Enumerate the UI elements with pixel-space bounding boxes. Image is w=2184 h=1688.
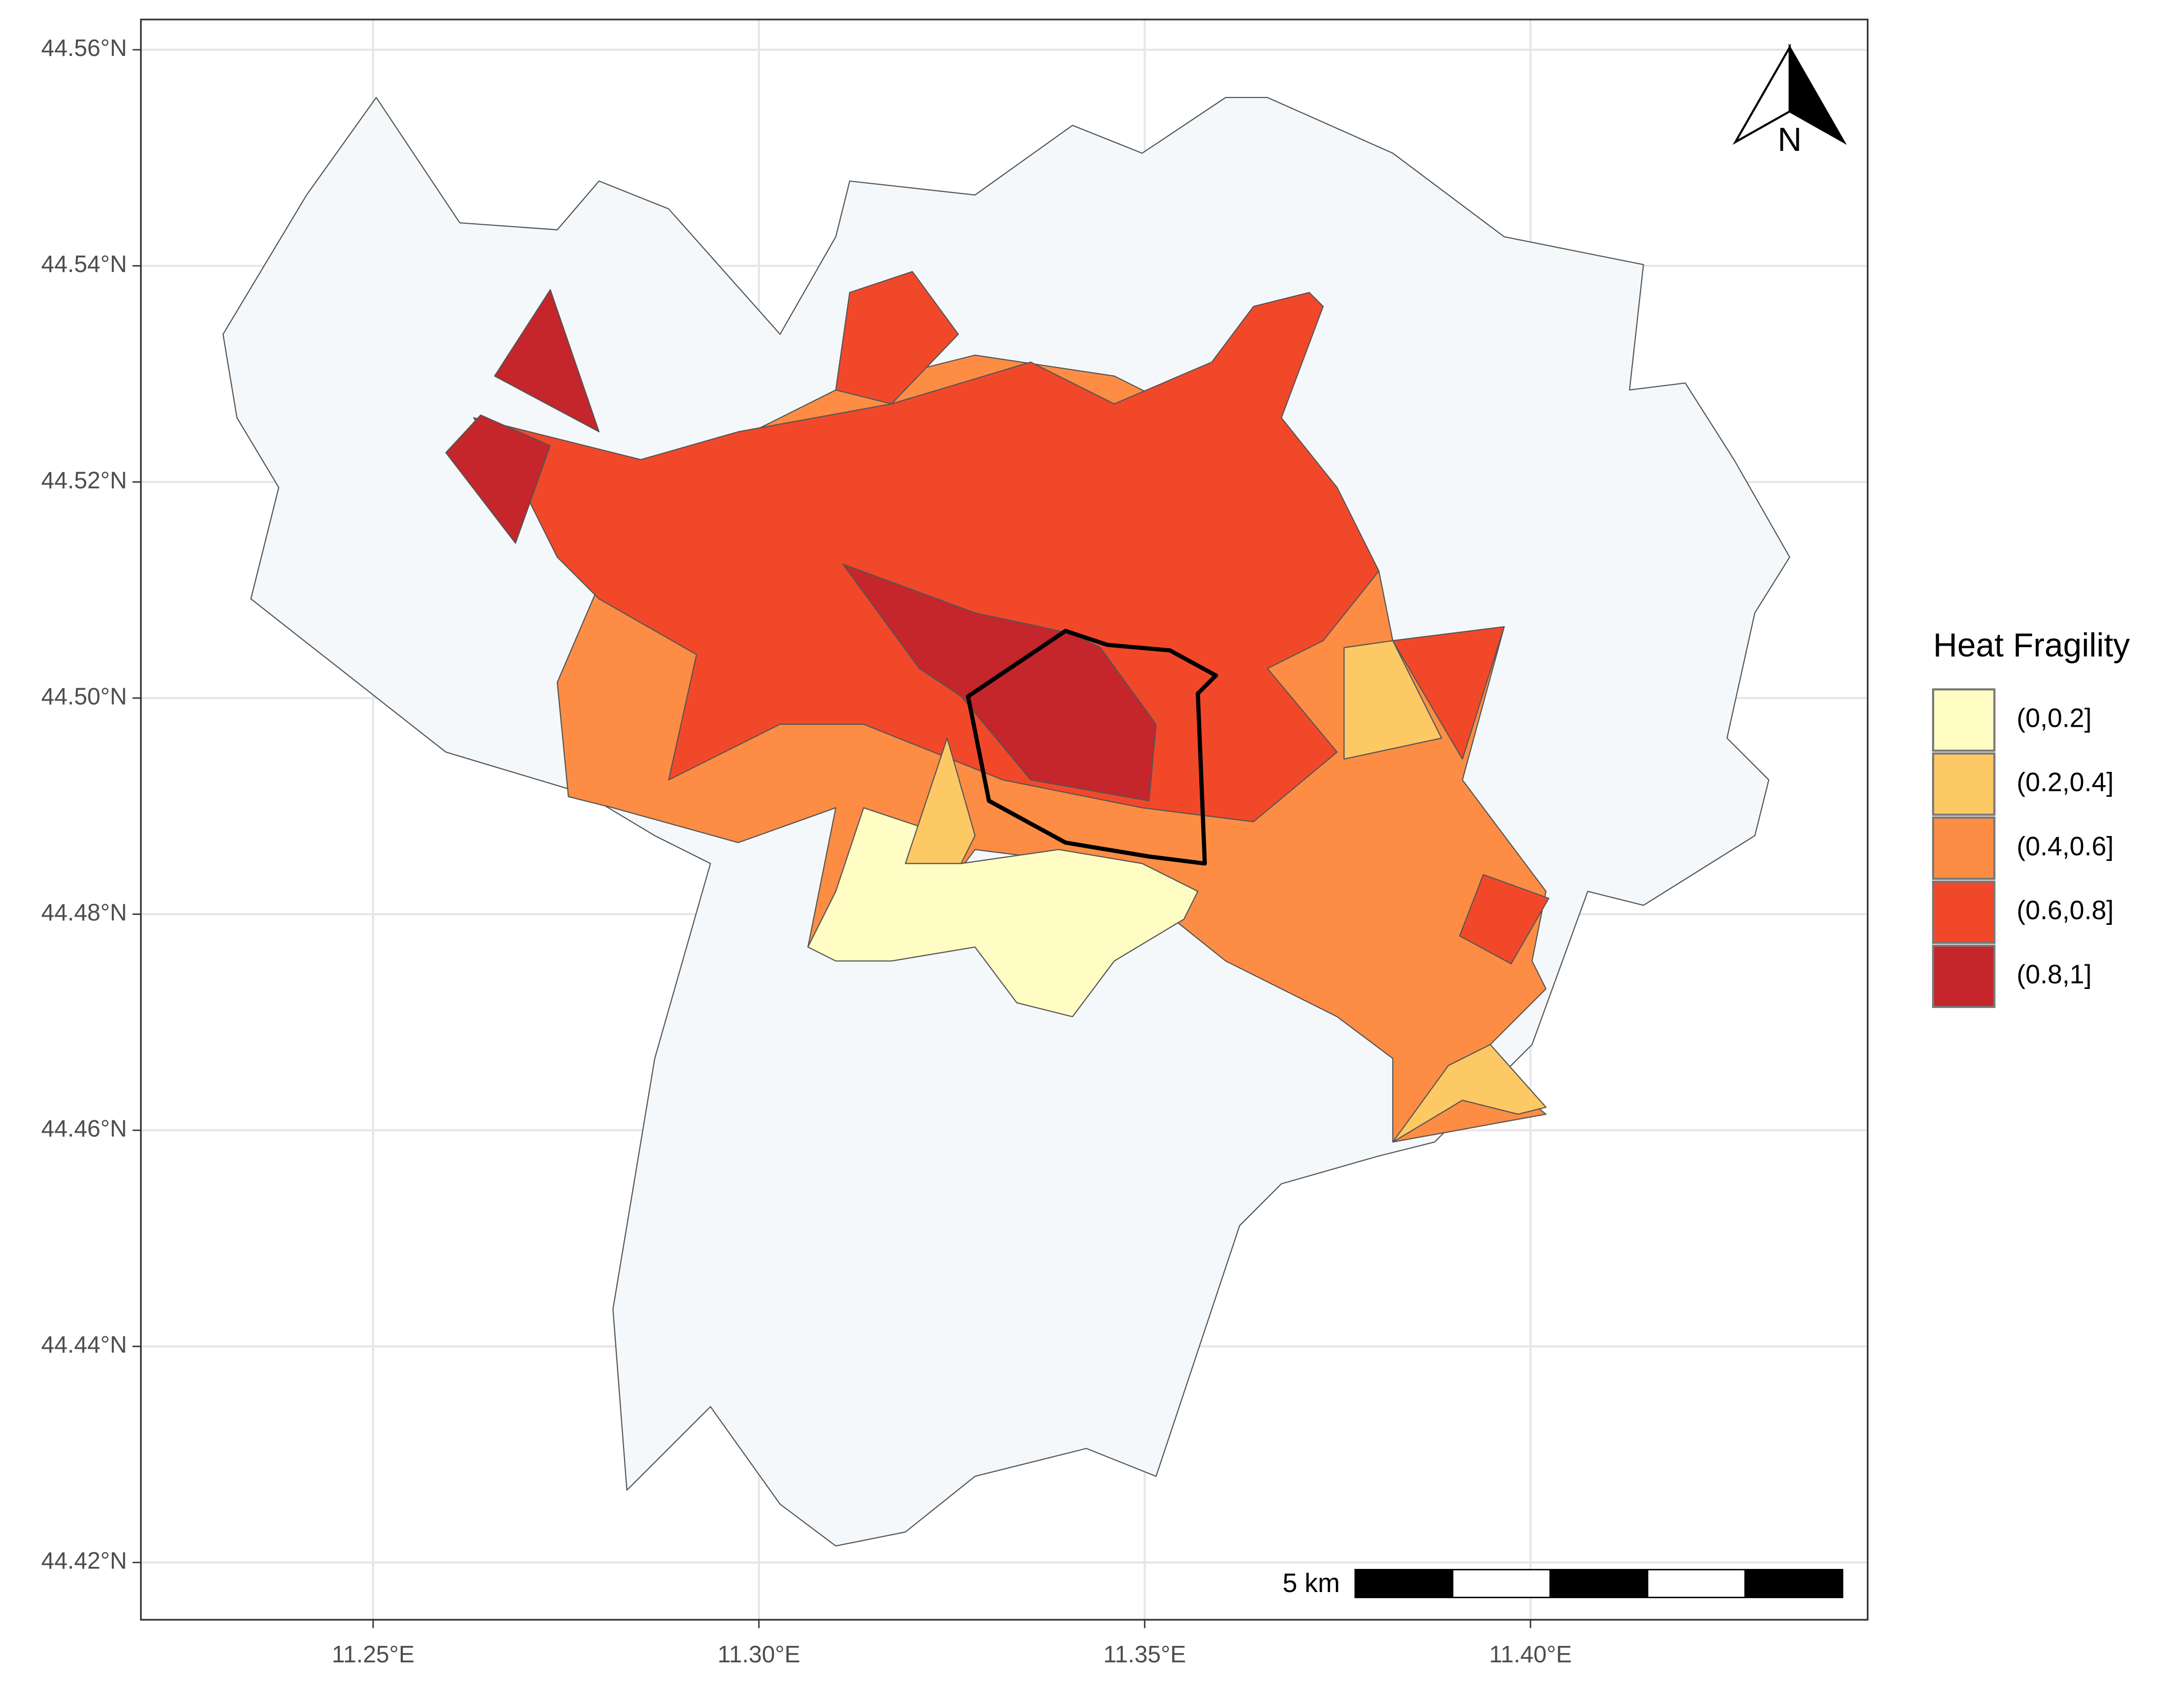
x-tick-label: 11.40°E	[1489, 1641, 1572, 1667]
scale-bar-segment	[1452, 1568, 1551, 1598]
y-tick-label: 44.52°N	[41, 467, 127, 493]
y-tick-label: 44.50°N	[41, 683, 127, 709]
y-tick-label: 44.48°N	[41, 899, 127, 925]
highlight-outline	[966, 629, 1218, 866]
region-red	[835, 271, 959, 405]
region-dark-red	[445, 289, 600, 544]
region-red	[1392, 626, 1550, 964]
scale-bar-segment	[1354, 1568, 1454, 1598]
x-tick-label: 11.30°E	[717, 1641, 800, 1667]
axes: 11.25°E 11.30°E 11.35°E 11.40°E 44.42°N 44.44…	[41, 34, 1572, 1667]
y-tick-label: 44.54°N	[41, 250, 127, 277]
region-yellow	[807, 807, 1199, 1018]
north-arrow-right	[1788, 43, 1847, 145]
y-tick-label: 44.46°N	[41, 1115, 127, 1141]
legend-swatch	[1932, 688, 1996, 752]
scale-bar: 5 km	[1282, 1568, 1844, 1598]
legend-swatch	[1932, 880, 1996, 944]
region-red	[473, 292, 1380, 823]
legend-swatch	[1932, 752, 1996, 816]
legend: Heat Fragility (0,0.2] (0.2,0.4] (0.4,0.6]…	[1932, 626, 2130, 1008]
scale-bar-label: 5 km	[1282, 1568, 1340, 1598]
regions	[222, 96, 1790, 1547]
legend-label: (0.2,0.4]	[2017, 767, 2114, 797]
north-label: N	[1778, 121, 1802, 158]
legend-label: (0.8,1]	[2017, 959, 2092, 989]
scale-bar-segment	[1549, 1568, 1649, 1598]
x-tick-label: 11.25°E	[332, 1641, 415, 1667]
legend-title: Heat Fragility	[1933, 626, 2130, 664]
legend-swatch	[1932, 944, 1996, 1008]
legend-label: (0.4,0.6]	[2017, 831, 2114, 861]
legend-swatch	[1932, 816, 1996, 880]
region-light-orange	[905, 640, 1547, 1143]
scale-bar-segment	[1744, 1568, 1844, 1598]
x-tick-label: 11.35°E	[1103, 1641, 1186, 1667]
north-arrow: N	[1732, 43, 1847, 158]
scale-bar-segment	[1647, 1568, 1746, 1598]
region-dark-red	[842, 563, 1157, 802]
y-tick-label: 44.42°N	[41, 1547, 127, 1574]
panel-border	[140, 18, 1869, 1621]
y-tick-label: 44.56°N	[41, 34, 127, 61]
legend-label: (0.6,0.8]	[2017, 895, 2114, 925]
legend-label: (0,0.2]	[2017, 703, 2092, 733]
y-tick-label: 44.44°N	[41, 1331, 127, 1358]
